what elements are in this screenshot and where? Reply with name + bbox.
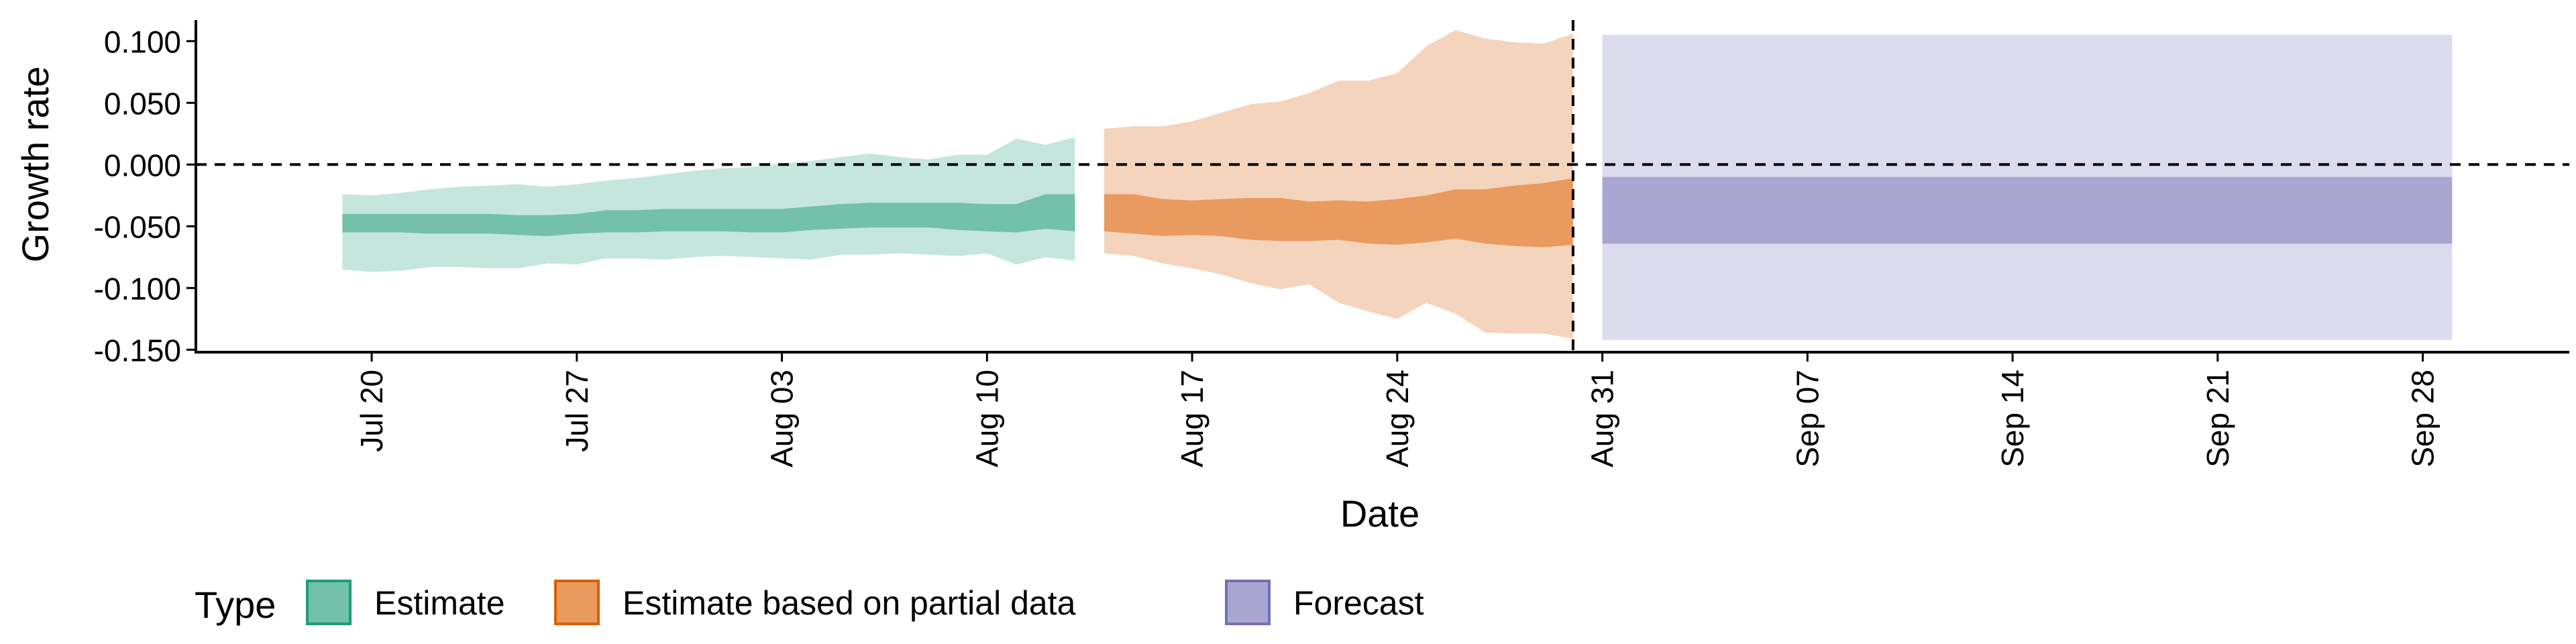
x-tick-label: Sep 07	[1790, 370, 1825, 468]
x-tick-label: Jul 27	[559, 370, 594, 452]
legend-swatch-estimate-based-on-partial-data	[554, 580, 600, 625]
band-50-estimate-based-on-partial-data	[1104, 178, 1573, 248]
band-50-estimate	[342, 194, 1075, 236]
x-tick-label: Aug 10	[969, 370, 1004, 468]
x-tick-label: Aug 03	[765, 370, 800, 468]
y-axis-title: Growth rate	[14, 66, 56, 263]
x-tick-label: Jul 20	[354, 370, 389, 452]
legend-swatch-forecast	[1225, 580, 1271, 625]
band-50-forecast	[1602, 176, 2453, 244]
y-tick-label: 0.000	[104, 148, 181, 182]
y-tick-label: -0.100	[94, 271, 181, 306]
bands-layer	[342, 30, 2453, 340]
legend-label-estimate-based-on-partial-data: Estimate based on partial data	[623, 584, 1076, 622]
y-tick-label: -0.150	[94, 333, 181, 368]
legend-label-forecast: Forecast	[1293, 584, 1424, 622]
x-tick-label: Aug 24	[1380, 370, 1415, 468]
legend-title: Type	[195, 584, 276, 626]
axes-layer: 0.100 0.050 0.000 -0.050 -0.100 -0.150 Jul 20 J…	[94, 20, 2569, 468]
axis-titles-layer: Date Growth rate	[14, 66, 1419, 535]
legend: Type Estimate Estimate based on partial d…	[195, 580, 1424, 626]
band-90-estimate-based-on-partial-data	[1104, 30, 1573, 339]
x-tick-label: Sep 14	[1995, 370, 2030, 468]
band-90-estimate	[342, 137, 1075, 272]
x-tick-label: Sep 21	[2200, 370, 2235, 468]
x-tick-label: Aug 31	[1585, 370, 1620, 468]
legend-swatch-estimate	[306, 580, 352, 625]
x-axis-title: Date	[1340, 492, 1419, 535]
y-tick-label: -0.050	[94, 209, 181, 244]
y-tick-label: 0.100	[104, 24, 181, 59]
x-tick-label: Sep 28	[2406, 370, 2440, 468]
x-tick-label: Aug 17	[1175, 370, 1210, 468]
y-tick-label: 0.050	[104, 86, 181, 121]
legend-label-estimate: Estimate	[374, 584, 505, 622]
reference-lines-layer	[196, 20, 2569, 352]
